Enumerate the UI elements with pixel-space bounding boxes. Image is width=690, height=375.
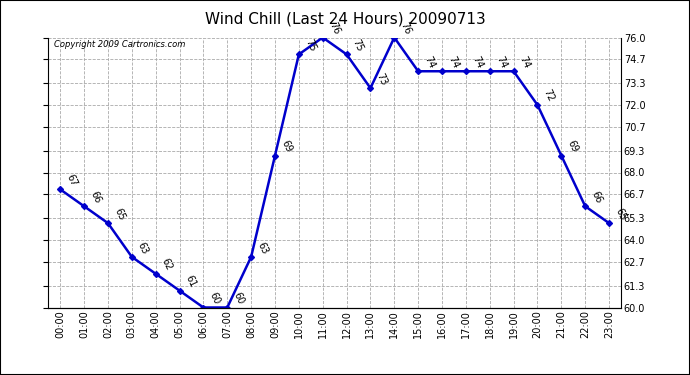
Text: 73: 73 <box>375 71 389 87</box>
Text: 66: 66 <box>88 189 103 205</box>
Text: 72: 72 <box>542 88 556 104</box>
Text: 60: 60 <box>231 291 246 306</box>
Text: 74: 74 <box>518 54 532 70</box>
Text: 65: 65 <box>613 206 627 222</box>
Text: 66: 66 <box>589 189 604 205</box>
Text: 74: 74 <box>494 54 509 70</box>
Text: Copyright 2009 Cartronics.com: Copyright 2009 Cartronics.com <box>54 40 186 49</box>
Text: 63: 63 <box>136 240 150 255</box>
Text: Wind Chill (Last 24 Hours) 20090713: Wind Chill (Last 24 Hours) 20090713 <box>205 11 485 26</box>
Text: 63: 63 <box>255 240 270 255</box>
Text: 69: 69 <box>566 139 580 154</box>
Text: 76: 76 <box>398 21 413 36</box>
Text: 75: 75 <box>351 38 365 53</box>
Text: 62: 62 <box>160 257 174 272</box>
Text: 65: 65 <box>112 206 126 222</box>
Text: 76: 76 <box>327 21 341 36</box>
Text: 74: 74 <box>446 54 460 70</box>
Text: 69: 69 <box>279 139 293 154</box>
Text: 60: 60 <box>208 291 221 306</box>
Text: 75: 75 <box>303 38 317 53</box>
Text: 61: 61 <box>184 274 198 289</box>
Text: 67: 67 <box>64 172 79 188</box>
Text: 74: 74 <box>422 54 437 70</box>
Text: 74: 74 <box>470 54 484 70</box>
